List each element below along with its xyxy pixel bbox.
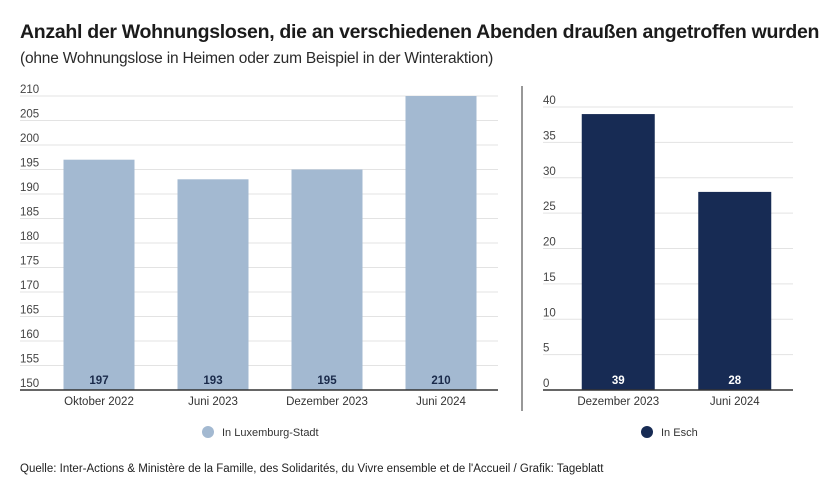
y-tick-label: 175 <box>20 256 39 268</box>
bar <box>581 114 655 390</box>
y-tick-label: 20 <box>543 237 556 249</box>
x-tick-label: Juni 2023 <box>188 396 238 408</box>
y-tick-label: 180 <box>20 231 39 243</box>
y-tick-label: 5 <box>543 343 549 355</box>
legend-swatch <box>641 426 653 438</box>
x-tick-label: Dezember 2023 <box>286 396 368 408</box>
legend-label: In Luxemburg-Stadt <box>222 427 319 439</box>
y-tick-label: 150 <box>20 378 39 390</box>
y-tick-label: 25 <box>543 201 556 213</box>
y-tick-label: 210 <box>20 84 39 96</box>
y-tick-label: 185 <box>20 207 39 219</box>
chart-title: Anzahl der Wohnungslosen, die an verschi… <box>20 21 820 43</box>
y-tick-label: 200 <box>20 133 39 145</box>
y-tick-label: 30 <box>543 166 556 178</box>
data-label: 210 <box>431 375 450 387</box>
legend-label: In Esch <box>661 427 698 439</box>
bar <box>291 169 363 390</box>
bar <box>405 96 477 390</box>
y-tick-label: 165 <box>20 305 39 317</box>
data-label: 39 <box>612 375 625 387</box>
x-tick-label: Oktober 2022 <box>64 396 134 408</box>
y-tick-label: 190 <box>20 182 39 194</box>
y-tick-label: 195 <box>20 158 39 170</box>
bar <box>63 159 135 390</box>
y-tick-label: 40 <box>543 95 556 107</box>
x-tick-label: Juni 2024 <box>710 396 760 408</box>
y-tick-label: 35 <box>543 130 556 142</box>
y-tick-label: 170 <box>20 280 39 292</box>
data-label: 195 <box>317 375 337 387</box>
chart-subtitle: (ohne Wohnungslose in Heimen oder zum Be… <box>20 50 494 67</box>
y-tick-label: 205 <box>20 109 39 121</box>
data-label: 193 <box>203 375 222 387</box>
y-tick-label: 10 <box>543 307 556 319</box>
y-tick-label: 15 <box>543 272 556 284</box>
bar <box>698 191 772 390</box>
bar <box>177 179 249 390</box>
x-tick-label: Juni 2024 <box>416 396 466 408</box>
source-note: Quelle: Inter-Actions & Ministère de la … <box>20 463 604 475</box>
legend-swatch <box>202 426 214 438</box>
data-label: 197 <box>89 375 108 387</box>
y-tick-label: 0 <box>543 378 549 390</box>
data-label: 28 <box>728 375 741 387</box>
y-tick-label: 160 <box>20 329 39 341</box>
y-tick-label: 155 <box>20 354 39 366</box>
x-tick-label: Dezember 2023 <box>577 396 659 408</box>
